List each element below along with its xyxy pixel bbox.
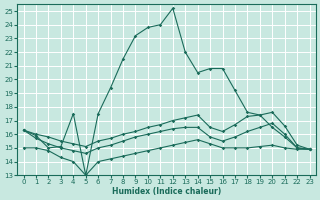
X-axis label: Humidex (Indice chaleur): Humidex (Indice chaleur) xyxy=(112,187,221,196)
